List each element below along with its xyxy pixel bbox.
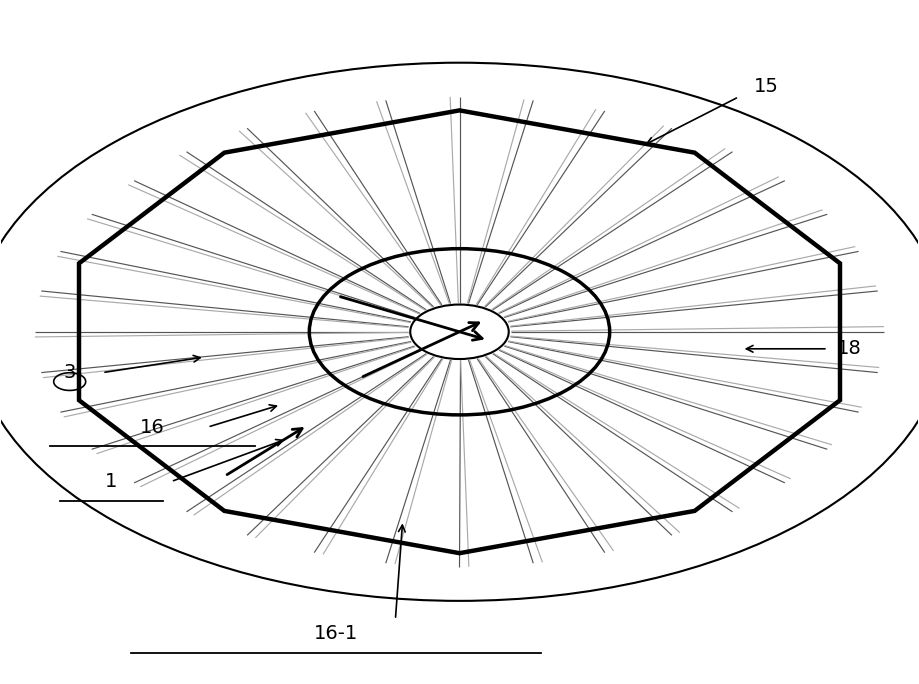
Text: 18: 18 — [836, 339, 861, 358]
Text: 3: 3 — [64, 363, 76, 382]
Text: 15: 15 — [754, 77, 779, 96]
Text: 16: 16 — [141, 418, 165, 436]
Ellipse shape — [410, 304, 509, 359]
Text: 1: 1 — [105, 472, 118, 491]
Text: 16-1: 16-1 — [313, 624, 357, 643]
